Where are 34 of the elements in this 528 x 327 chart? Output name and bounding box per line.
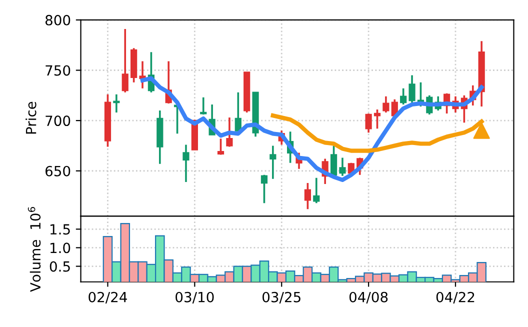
candlestick bbox=[217, 138, 224, 156]
candlestick bbox=[122, 28, 128, 94]
candlestick bbox=[113, 93, 120, 114]
y-tick-label: 1.0 bbox=[50, 242, 70, 254]
x-tick-label: 04/22 bbox=[436, 292, 474, 304]
candlestick bbox=[374, 108, 381, 130]
candlestick bbox=[234, 91, 242, 132]
line-series bbox=[140, 76, 484, 182]
candlestick bbox=[365, 112, 372, 134]
y-axis-title: Volume 10$^{6}$ bbox=[28, 207, 41, 292]
candlestick bbox=[200, 96, 207, 116]
candlestick bbox=[182, 144, 190, 183]
candlestick bbox=[304, 182, 311, 210]
candlestick bbox=[408, 74, 416, 104]
candlestick bbox=[339, 156, 346, 177]
candlestick bbox=[313, 177, 320, 204]
y-tick-label: 1.5 bbox=[50, 224, 70, 235]
candlestick bbox=[270, 144, 276, 180]
candlestick bbox=[400, 87, 407, 106]
x-tick-label: 03/25 bbox=[262, 292, 300, 304]
y-tick-label: 700 bbox=[46, 116, 70, 126]
y-axis-title: Price bbox=[26, 102, 36, 134]
candlestick bbox=[330, 144, 338, 177]
candlestick bbox=[226, 116, 233, 148]
y-tick-label: 750 bbox=[46, 65, 70, 76]
x-tick-label: 02/24 bbox=[88, 292, 127, 304]
candlestick bbox=[139, 60, 146, 90]
y-tick-label: 800 bbox=[45, 14, 70, 26]
candlestick bbox=[260, 174, 268, 204]
candlestick bbox=[382, 96, 390, 114]
x-tick-label: 03/10 bbox=[176, 292, 214, 304]
x-tick-label: 04/08 bbox=[349, 292, 388, 304]
y-tick-label: 650 bbox=[46, 166, 70, 176]
y-tick-label: 0.5 bbox=[50, 261, 70, 272]
